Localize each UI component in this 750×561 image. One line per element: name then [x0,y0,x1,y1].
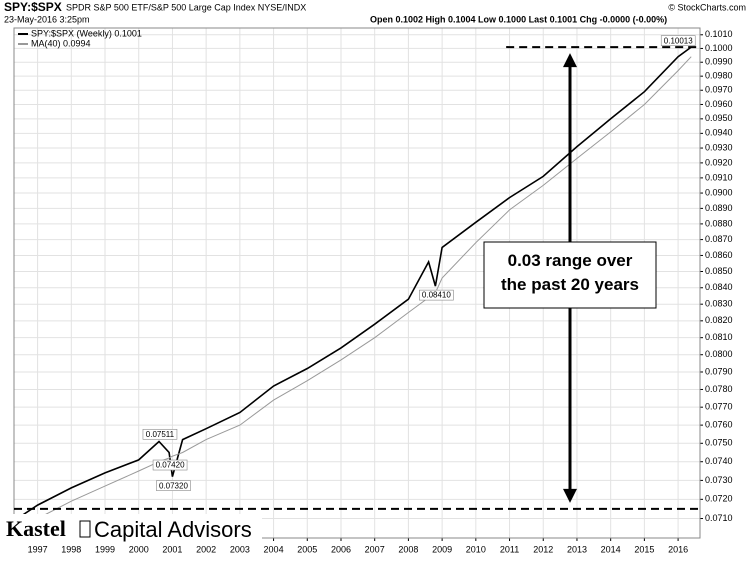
annotation-box [152,459,188,471]
date-label: 23-May-2016 3:25pm [4,14,90,24]
annotation-box [660,35,696,46]
y-tick-label: 0.0910 [705,172,733,182]
source: © StockCharts.com [668,2,746,12]
x-tick-label: 2015 [634,544,654,554]
legend-label: MA(40) 0.0994 [31,38,91,48]
annotation-box [142,428,178,440]
y-tick-label: 0.0900 [705,187,733,197]
y-tick-label: 0.0800 [705,349,733,359]
y-tick-label: 0.0930 [705,142,733,152]
annotation-box [156,480,191,491]
chart-subtitle: SPDR S&P 500 ETF/S&P 500 Large Cap Index… [66,2,306,12]
x-tick-label: 2007 [365,544,385,554]
annotation-label: 0.08410 [422,291,451,300]
y-tick-label: 0.0780 [705,384,733,394]
x-tick-label: 2013 [567,544,587,554]
x-tick-label: 2012 [533,544,553,554]
y-tick-label: 0.0770 [705,402,733,412]
y-tick-label: 0.0990 [705,57,733,67]
y-tick-label: 0.0830 [705,299,733,309]
y-tick-label: 0.0740 [705,456,733,466]
x-tick-label: 1999 [95,544,115,554]
quote: Open 0.1002 High 0.1004 Low 0.1000 Last … [370,14,667,24]
x-tick-label: 2009 [432,544,452,554]
y-tick-label: 0.0960 [705,99,733,109]
y-tick-label: 0.0860 [705,250,733,260]
callout-text: 0.03 range over the past 20 years [501,251,639,294]
logo-box [0,514,262,546]
x-tick-label: 2004 [264,544,284,554]
y-tick-label: 0.0750 [705,438,733,448]
chart-title: SPY:$SPX [4,0,62,14]
y-tick-label: 0.0880 [705,218,733,228]
annotation-label: 0.07420 [156,461,185,470]
x-tick-label: 2003 [230,544,250,554]
y-tick-label: 0.0710 [705,513,733,523]
y-tick-label: 0.1010 [705,29,733,39]
x-tick-label: 2008 [398,544,418,554]
y-tick-label: 0.0720 [705,494,733,504]
y-tick-label: 0.0850 [705,266,733,276]
annotation-label: 0.10013 [664,36,693,45]
y-tick-label: 0.0970 [705,85,733,95]
annotation-box [419,289,454,301]
y-tick-label: 0.0890 [705,203,733,213]
annotation-label: 0.07511 [146,430,175,439]
y-tick-label: 0.0870 [705,234,733,244]
y-tick-label: 0.0920 [705,157,733,167]
x-tick-label: 2010 [466,544,486,554]
annotation-label: 0.07320 [159,481,188,490]
logo-suffix: Capital Advisors [94,517,252,542]
x-tick-label: 2016 [668,544,688,554]
legend-label: SPY:$SPX (Weekly) 0.1001 [31,28,142,38]
y-tick-label: 0.0810 [705,332,733,342]
y-tick-label: 0.0980 [705,71,733,81]
x-tick-label: 2011 [500,544,519,554]
logo-icon [79,520,91,538]
plot-frame [13,27,701,539]
y-tick-label: 0.0760 [705,419,733,429]
arrow-head [563,488,577,503]
arrow-head [563,53,577,68]
series-line [16,46,692,520]
callout-box [483,241,657,309]
y-tick-label: 0.0790 [705,366,733,376]
x-tick-label: 2014 [601,544,621,554]
x-tick-label: 2006 [331,544,351,554]
x-tick-label: 2005 [297,544,317,554]
x-tick-label: 2000 [129,544,149,554]
x-tick-label: 2002 [196,544,216,554]
y-tick-label: 0.0840 [705,282,733,292]
logo-name: Kastel [6,516,66,541]
y-tick-label: 0.0940 [705,128,733,138]
y-tick-label: 0.0820 [705,315,733,325]
x-tick-label: 2001 [162,544,182,554]
y-tick-label: 0.0950 [705,113,733,123]
x-tick-label: 1997 [28,544,48,554]
y-tick-label: 0.0730 [705,475,733,485]
y-tick-label: 0.1000 [705,43,733,53]
x-tick-label: 1998 [61,544,81,554]
